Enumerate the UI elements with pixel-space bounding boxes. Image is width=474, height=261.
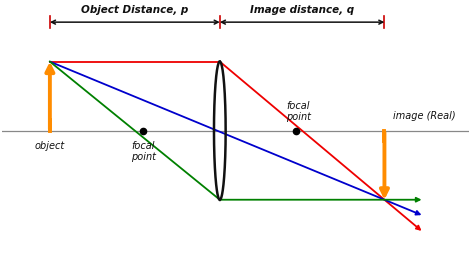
- Text: Image distance, q: Image distance, q: [250, 5, 354, 15]
- Text: focal
point: focal point: [131, 140, 156, 162]
- Text: Object Distance, p: Object Distance, p: [81, 5, 189, 15]
- Text: focal
point: focal point: [286, 101, 311, 122]
- Text: object: object: [35, 140, 65, 151]
- Text: image (Real): image (Real): [393, 111, 456, 121]
